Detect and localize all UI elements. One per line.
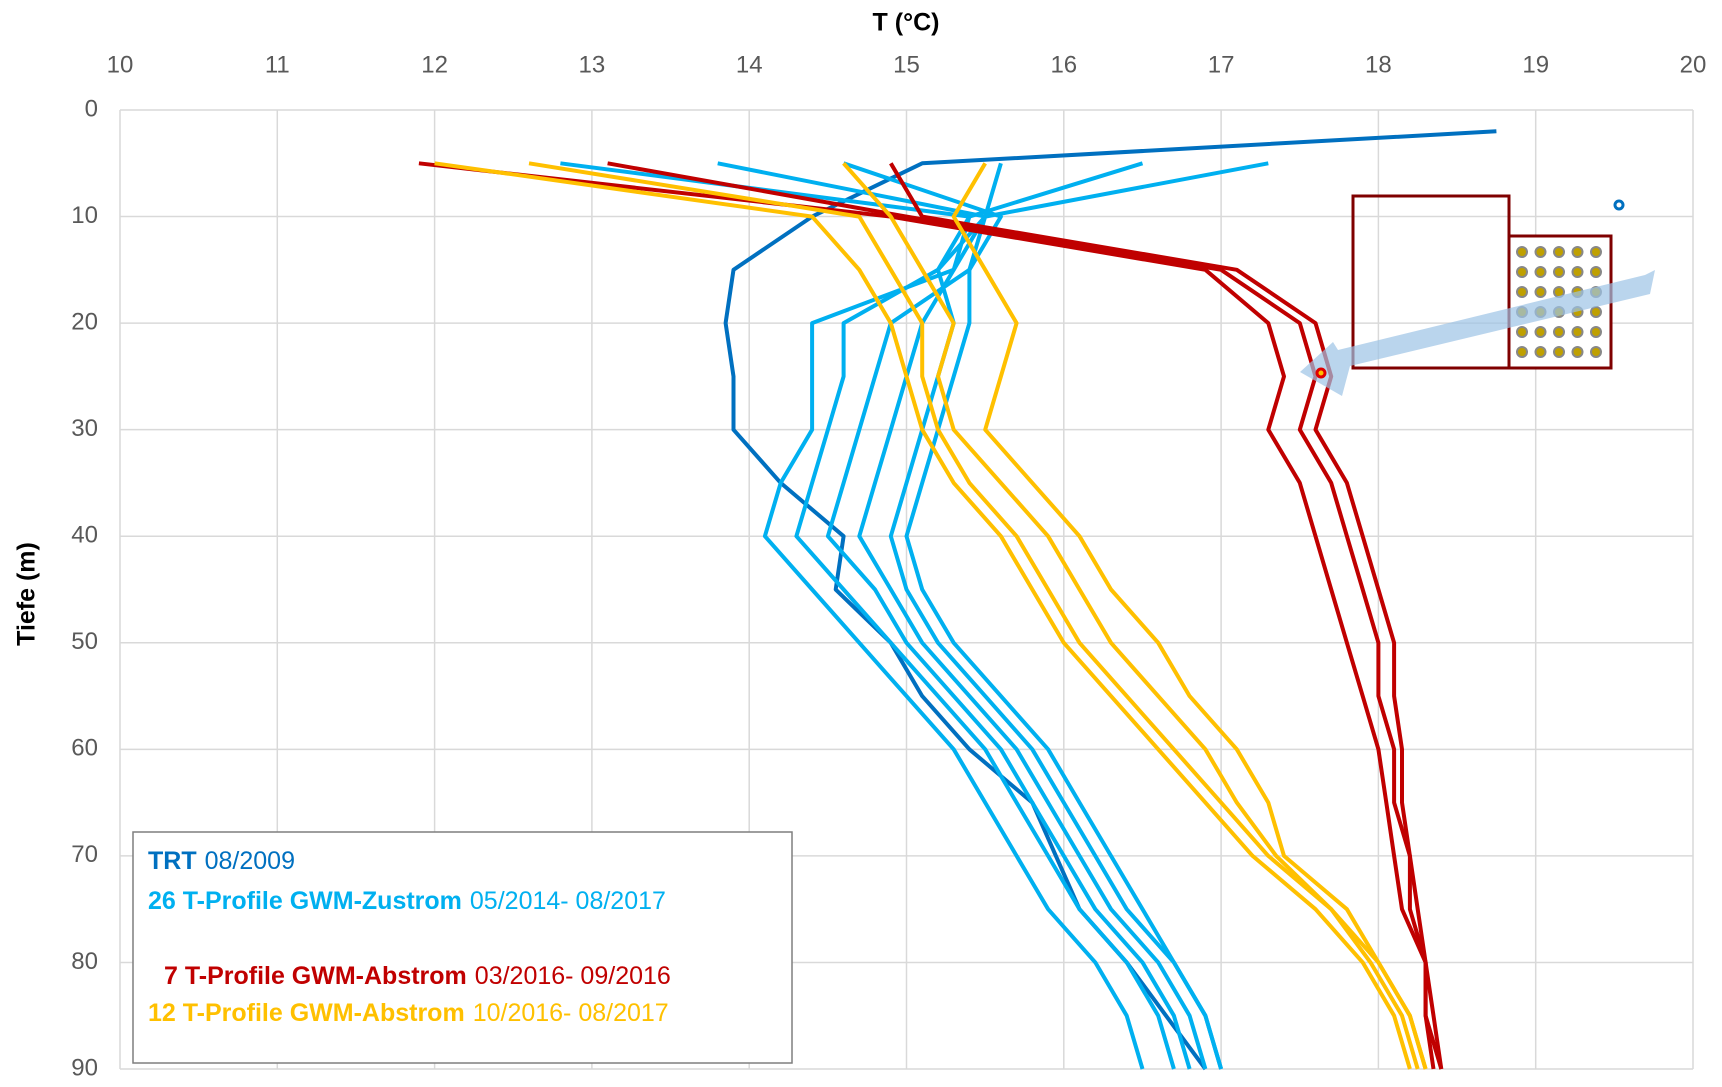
inset-diagram bbox=[1300, 194, 1655, 396]
y-tick-label: 30 bbox=[71, 415, 98, 442]
x-tick-label: 10 bbox=[107, 51, 134, 78]
marker bbox=[1315, 367, 1327, 379]
y-tick-label: 70 bbox=[71, 841, 98, 868]
legend-period: 05/2014- 08/2017 bbox=[470, 887, 666, 915]
inset-dot bbox=[1590, 306, 1602, 318]
x-tick-label: 20 bbox=[1680, 51, 1707, 78]
x-tick-label: 13 bbox=[579, 51, 606, 78]
inset-dot bbox=[1590, 246, 1602, 258]
profile-line bbox=[434, 161, 1412, 1070]
y-tick-label: 0 bbox=[85, 95, 98, 122]
legend-name: 26 T-Profile GWM-Zustrom bbox=[148, 887, 462, 915]
grid: 10 11 12 13 14 15 16 17 18 19 20 0 10 20 30 40 50 60 70 80 9… bbox=[71, 51, 1706, 1081]
inset-dot bbox=[1516, 246, 1528, 258]
x-tick-label: 14 bbox=[736, 51, 763, 78]
inset-dot bbox=[1553, 326, 1565, 338]
legend-entry: 26 T-Profile GWM-Zustrom 05/2014- 08/2017 bbox=[148, 887, 666, 915]
legend-name: TRT bbox=[148, 847, 197, 875]
inset-dot bbox=[1571, 266, 1584, 278]
y-axis-label: Tiefe (m) bbox=[13, 542, 41, 646]
inset-dot bbox=[1571, 246, 1584, 258]
legend-entry: 12 T-Profile GWM-Abstrom 10/2016- 08/2017 bbox=[148, 999, 669, 1027]
x-tick-label: 17 bbox=[1208, 51, 1235, 78]
inset-dot bbox=[1516, 326, 1528, 338]
profile-line bbox=[717, 161, 1176, 1070]
profile-line bbox=[857, 162, 1208, 1070]
inset-dot bbox=[1571, 326, 1584, 338]
legend-entry: 7 T-Profile GWM-Abstrom 03/2016- 09/2016 bbox=[164, 962, 671, 990]
inset-dot bbox=[1571, 346, 1584, 358]
inset-dot bbox=[1534, 266, 1547, 278]
inset-dot bbox=[1590, 326, 1602, 338]
profile-line bbox=[889, 162, 1444, 1070]
legend-name: 12 T-Profile GWM-Abstrom bbox=[148, 999, 465, 1027]
legend-box bbox=[132, 831, 793, 1064]
profile-line bbox=[607, 161, 1444, 1070]
y-tick-label: 80 bbox=[71, 948, 98, 975]
x-tick-label: 15 bbox=[893, 51, 920, 78]
y-tick-label: 60 bbox=[71, 735, 98, 762]
profile-line bbox=[825, 161, 1192, 1070]
x-tick-label: 19 bbox=[1522, 51, 1549, 78]
inset-dot bbox=[1534, 326, 1547, 338]
legend-period: 03/2016- 09/2016 bbox=[475, 962, 671, 990]
y-tick-label: 40 bbox=[71, 522, 98, 549]
profiles bbox=[418, 129, 1497, 1071]
x-tick-label: 18 bbox=[1365, 51, 1392, 78]
inset-dot bbox=[1534, 346, 1547, 358]
profile-line bbox=[904, 161, 1269, 1070]
legend-period: 10/2016- 08/2017 bbox=[473, 999, 669, 1027]
y-tick-label: 10 bbox=[71, 202, 98, 229]
flow-arrow bbox=[1300, 270, 1655, 396]
marker bbox=[1613, 199, 1625, 211]
x-tick-label: 11 bbox=[265, 51, 290, 78]
x-tick-label: 12 bbox=[421, 51, 448, 78]
legend-entry: TRT 08/2009 bbox=[148, 847, 295, 875]
x-tick-label: 16 bbox=[1050, 51, 1077, 78]
profile-line bbox=[560, 161, 1145, 1070]
inset-dot bbox=[1516, 346, 1528, 358]
profile-line bbox=[951, 162, 1428, 1070]
inset-dot bbox=[1553, 266, 1565, 278]
legend-period: 08/2009 bbox=[205, 847, 295, 875]
y-tick-label: 50 bbox=[71, 628, 98, 655]
chart-title: T (°C) bbox=[873, 9, 940, 37]
y-tick-label: 20 bbox=[71, 308, 98, 335]
inset-dot bbox=[1516, 286, 1528, 298]
inset-dot bbox=[1516, 266, 1528, 278]
inset-dot bbox=[1534, 246, 1547, 258]
profile-line bbox=[418, 161, 1436, 1070]
inset-dot bbox=[1590, 346, 1602, 358]
legend-name: 7 T-Profile GWM-Abstrom bbox=[164, 962, 467, 990]
profile-line bbox=[888, 161, 1224, 1070]
inset-dot bbox=[1590, 266, 1602, 278]
legend: TRT 08/2009 26 T-Profile GWM-Zustrom 05/201… bbox=[148, 847, 671, 1027]
profile-line bbox=[842, 161, 1428, 1070]
inset-dot bbox=[1534, 286, 1547, 298]
y-tick-label: 90 bbox=[71, 1054, 98, 1081]
inset-dot bbox=[1553, 346, 1565, 358]
inset-dot bbox=[1553, 246, 1565, 258]
